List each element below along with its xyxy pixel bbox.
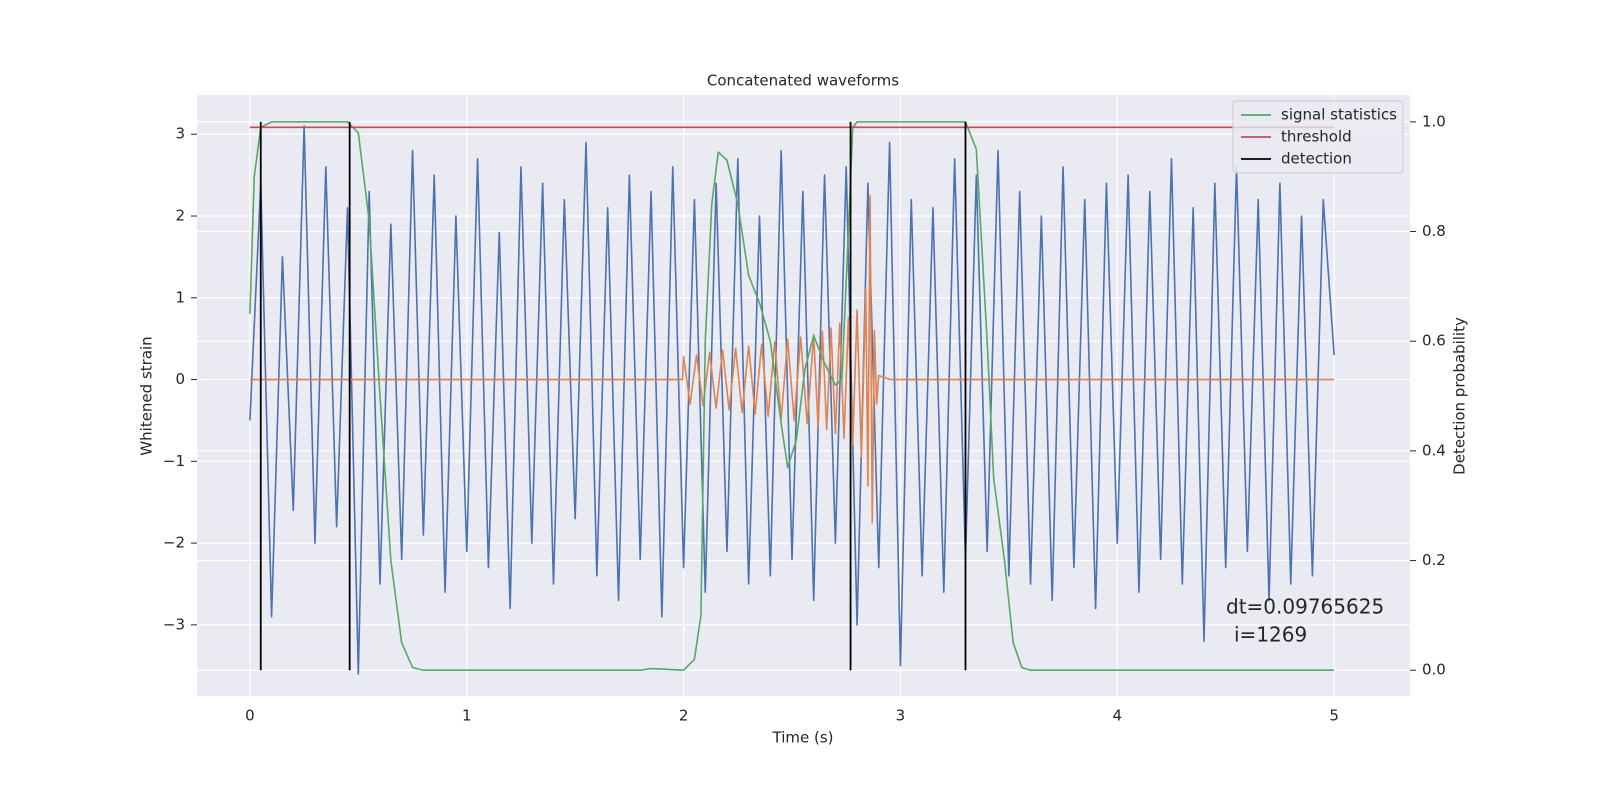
x-tick-label: 2 bbox=[679, 707, 689, 725]
y2-tick-label: 0.4 bbox=[1422, 441, 1446, 459]
y2-tick-label: 0.6 bbox=[1422, 332, 1446, 350]
y-tick-label: 3 bbox=[175, 125, 185, 143]
chart-title: Concatenated waveforms bbox=[707, 72, 899, 90]
series-line bbox=[249, 121, 1335, 672]
y2-tick-label: 0.8 bbox=[1422, 222, 1446, 240]
annotation: i=1269 bbox=[1234, 623, 1307, 647]
x-axis-label: Time (s) bbox=[772, 729, 834, 747]
x-tick-label: 4 bbox=[1112, 707, 1122, 725]
y-tick-label: −3 bbox=[163, 615, 185, 633]
annotation: dt=0.09765625 bbox=[1226, 595, 1384, 619]
y2-tick-label: 0.0 bbox=[1422, 661, 1446, 679]
legend-label: detection bbox=[1281, 150, 1352, 168]
series-line bbox=[249, 194, 1335, 524]
x-tick-label: 0 bbox=[245, 707, 255, 725]
y-tick-label: 1 bbox=[175, 288, 185, 306]
series-line bbox=[249, 125, 1335, 675]
y-tick-label: 0 bbox=[175, 370, 185, 388]
y-tick-label: 2 bbox=[175, 207, 185, 225]
y-axis-label: Whitened strain bbox=[138, 336, 156, 455]
y-tick-label: −1 bbox=[163, 452, 185, 470]
legend-label: threshold bbox=[1281, 128, 1352, 146]
y2-tick-label: 1.0 bbox=[1422, 112, 1446, 130]
y-tick-label: −2 bbox=[163, 534, 185, 552]
x-tick-label: 3 bbox=[896, 707, 906, 725]
x-tick-label: 5 bbox=[1329, 707, 1339, 725]
x-tick-label: 1 bbox=[462, 707, 472, 725]
legend-label: signal statistics bbox=[1281, 106, 1397, 124]
y2-axis-label: Detection probability bbox=[1451, 317, 1469, 475]
legend-box bbox=[1232, 100, 1404, 174]
y2-tick-label: 0.2 bbox=[1422, 551, 1446, 569]
